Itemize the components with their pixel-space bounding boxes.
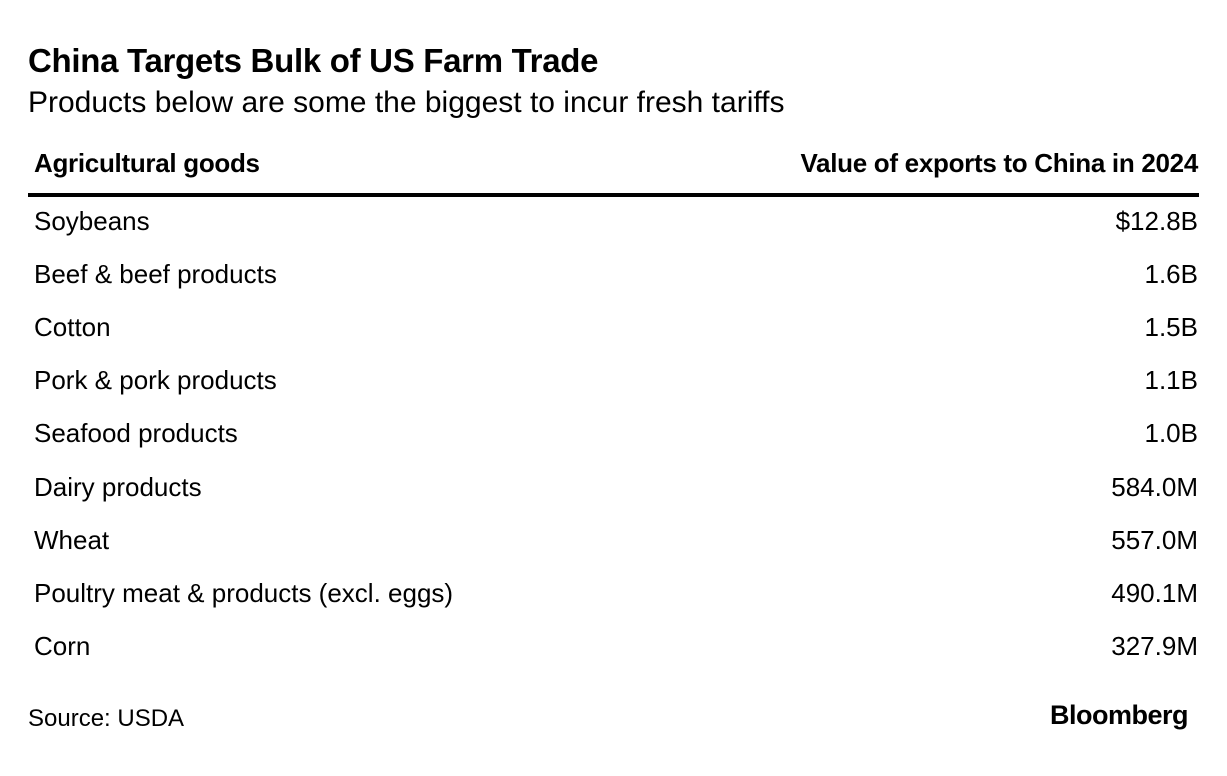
logo: Bloomberg [1049, 700, 1189, 730]
source: Source: USDA [28, 705, 185, 732]
header-rule [28, 193, 1199, 197]
goods-cell: Pork & pork products [34, 365, 277, 396]
goods-cell: Cotton [34, 312, 111, 343]
value-cell: 1.1B [1144, 365, 1199, 396]
value-cell: $12.8B [1115, 206, 1198, 236]
title: China Targets Bulk of US Farm Trade [28, 42, 599, 79]
goods-cell: Poultry meat & products (excl. eggs) [34, 577, 454, 608]
value-cell: 557.0M [1111, 524, 1198, 555]
goods-cell: Soybeans [34, 206, 150, 236]
goods-cell: Corn [34, 630, 91, 661]
value-cell: 1.0B [1144, 418, 1199, 449]
column-header: Agricultural goods [34, 148, 260, 178]
subtitle: Products below are some the biggest to i… [28, 86, 785, 119]
goods-cell: Seafood products [34, 418, 238, 449]
value-cell: 490.1M [1111, 577, 1198, 608]
goods-cell: Beef & beef products [34, 259, 277, 290]
value-cell: 1.6B [1144, 259, 1199, 290]
goods-cell: Wheat [34, 524, 110, 555]
value-cell: 1.5B [1144, 312, 1199, 343]
goods-cell: Dairy products [34, 471, 202, 502]
column-header: Value of exports to China in 2024 [800, 148, 1198, 178]
value-cell: 584.0M [1111, 471, 1198, 502]
value-cell: 327.9M [1111, 630, 1198, 661]
